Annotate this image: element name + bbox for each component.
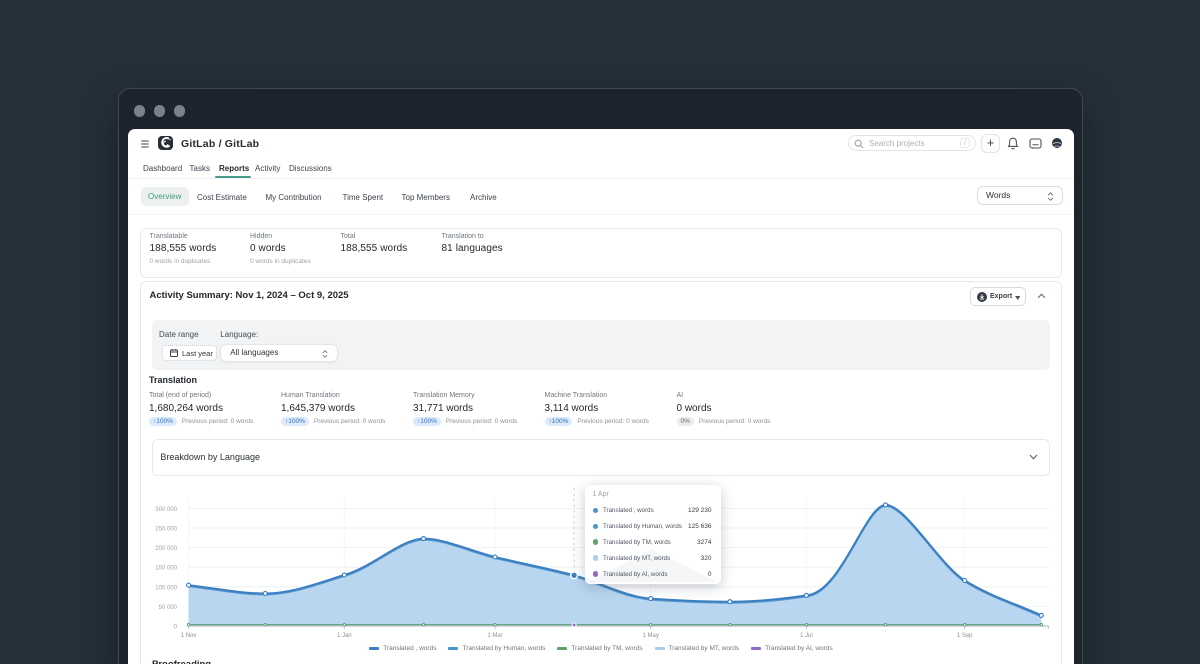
svg-text:250 000: 250 000 [155,527,177,533]
svg-text:200 000: 200 000 [155,546,177,552]
svg-text:0: 0 [174,625,178,631]
svg-text:1 May: 1 May [643,633,659,639]
svg-text:1 Sep: 1 Sep [957,633,973,639]
svg-text:300 000: 300 000 [155,507,177,513]
svg-text:1 Jul: 1 Jul [800,633,813,639]
svg-text:50 000: 50 000 [159,605,178,611]
svg-text:1 Jan: 1 Jan [337,633,352,639]
svg-text:150 000: 150 000 [155,566,177,572]
svg-text:1 Mar: 1 Mar [487,633,502,639]
svg-text:1 Nov: 1 Nov [181,633,197,639]
svg-text:100 000: 100 000 [155,585,177,591]
